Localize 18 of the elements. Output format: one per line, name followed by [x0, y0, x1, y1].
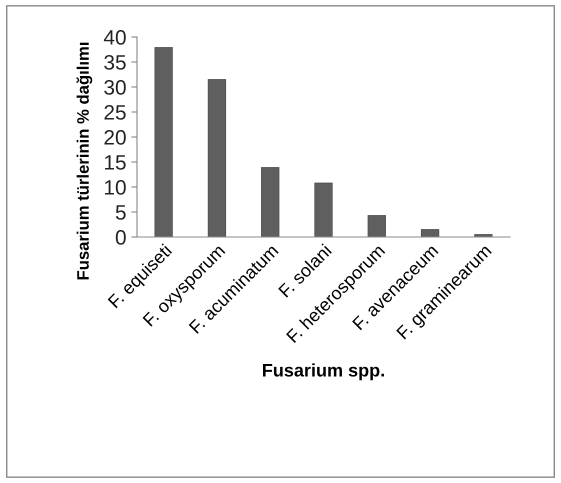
- y-tick-label: 25: [104, 105, 126, 120]
- y-tick-label: 40: [104, 30, 126, 45]
- bar: [154, 47, 173, 237]
- bar: [314, 182, 333, 237]
- x-axis-title: Fusarium spp.: [263, 363, 384, 380]
- bar: [474, 234, 492, 237]
- y-tick-label: 15: [105, 155, 126, 170]
- bar: [420, 229, 440, 237]
- y-tick-label: 0: [116, 230, 126, 245]
- y-tick-label: 35: [104, 55, 126, 70]
- y-tick-label: 5: [116, 205, 126, 220]
- y-tick-label: 10: [105, 180, 126, 195]
- bar: [208, 79, 226, 237]
- y-tick-label: 30: [104, 80, 126, 95]
- y-tick-label: 20: [104, 130, 126, 145]
- bar: [261, 167, 280, 237]
- bar: [368, 215, 386, 237]
- y-axis-title: Fusarium türlerinin % dağılımı: [76, 42, 92, 280]
